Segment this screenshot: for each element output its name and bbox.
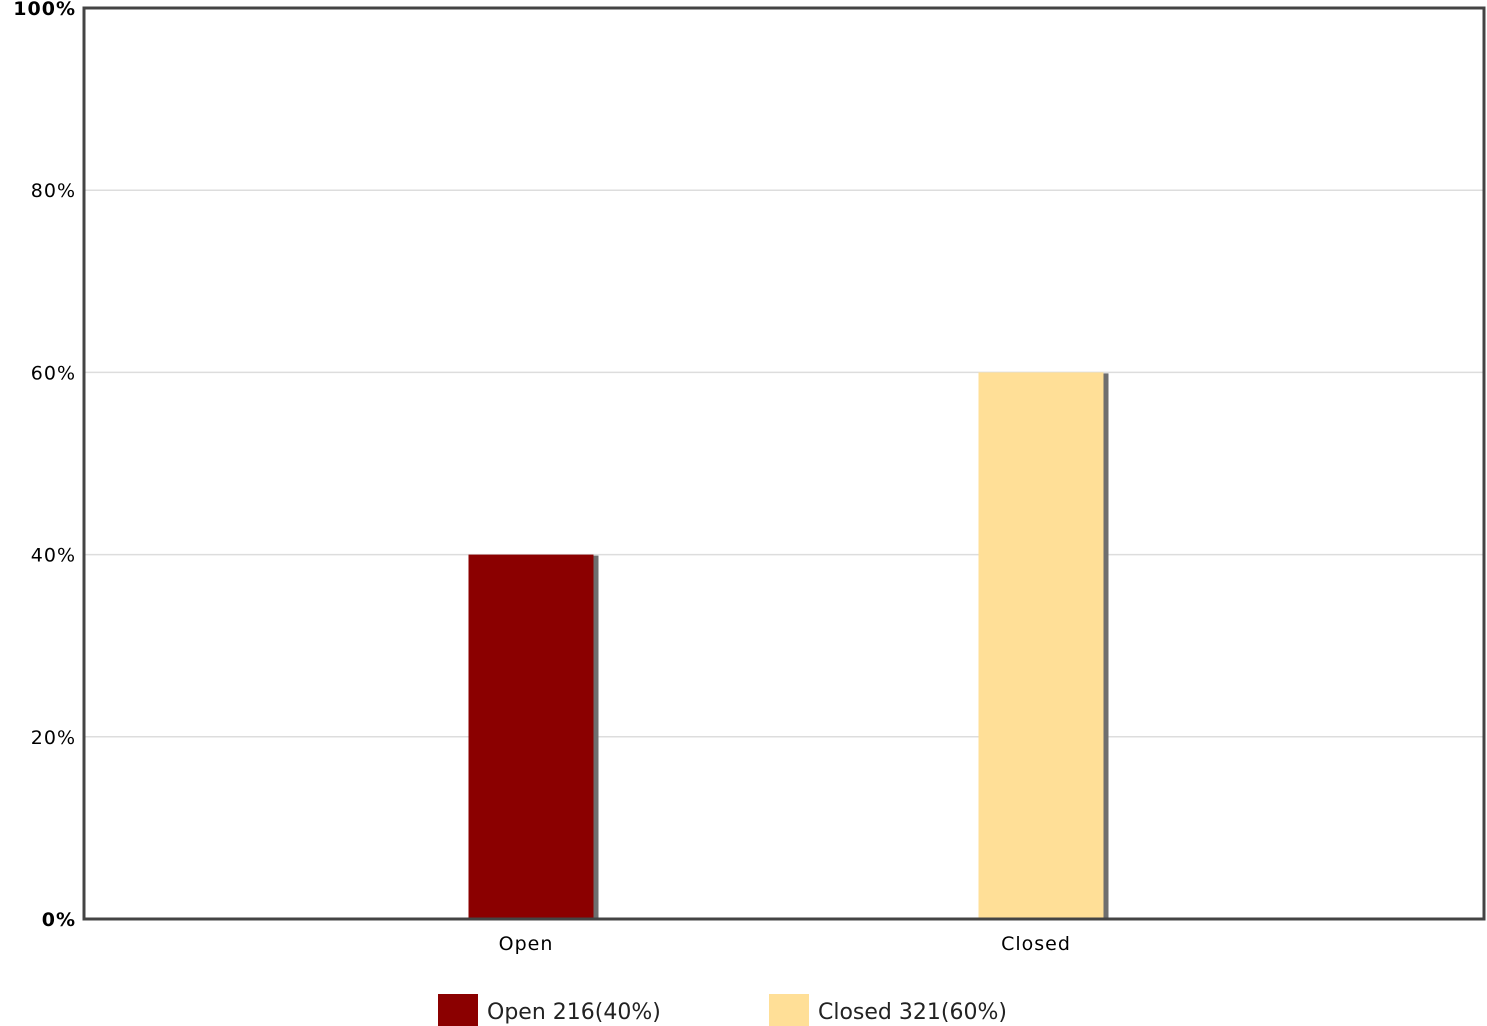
legend-label: Open 216(40%) <box>487 1000 661 1025</box>
legend-label: Closed 321(60%) <box>818 1000 1007 1025</box>
y-tick-label: 20% <box>31 727 76 749</box>
bar-open <box>468 554 594 919</box>
y-tick-label: 100% <box>13 0 76 20</box>
bar-closed <box>978 372 1104 919</box>
y-tick-label: 80% <box>31 180 76 202</box>
y-axis: 0% 20% 40% 60% 80% 100% <box>13 0 76 931</box>
x-axis: Open Closed <box>499 933 1071 955</box>
legend-swatch <box>438 994 478 1026</box>
x-tick-label: Closed <box>1001 933 1071 955</box>
plot-frame <box>82 6 1486 921</box>
y-tick-label: 40% <box>31 545 76 567</box>
x-tick-label: Open <box>499 933 554 955</box>
bars <box>468 372 1109 919</box>
legend-swatch <box>769 994 809 1026</box>
y-tick-label: 0% <box>42 909 76 931</box>
legend: Open 216(40%) Closed 321(60%) <box>438 994 1007 1026</box>
grid-lines <box>84 189 1484 738</box>
y-tick-label: 60% <box>31 362 76 384</box>
